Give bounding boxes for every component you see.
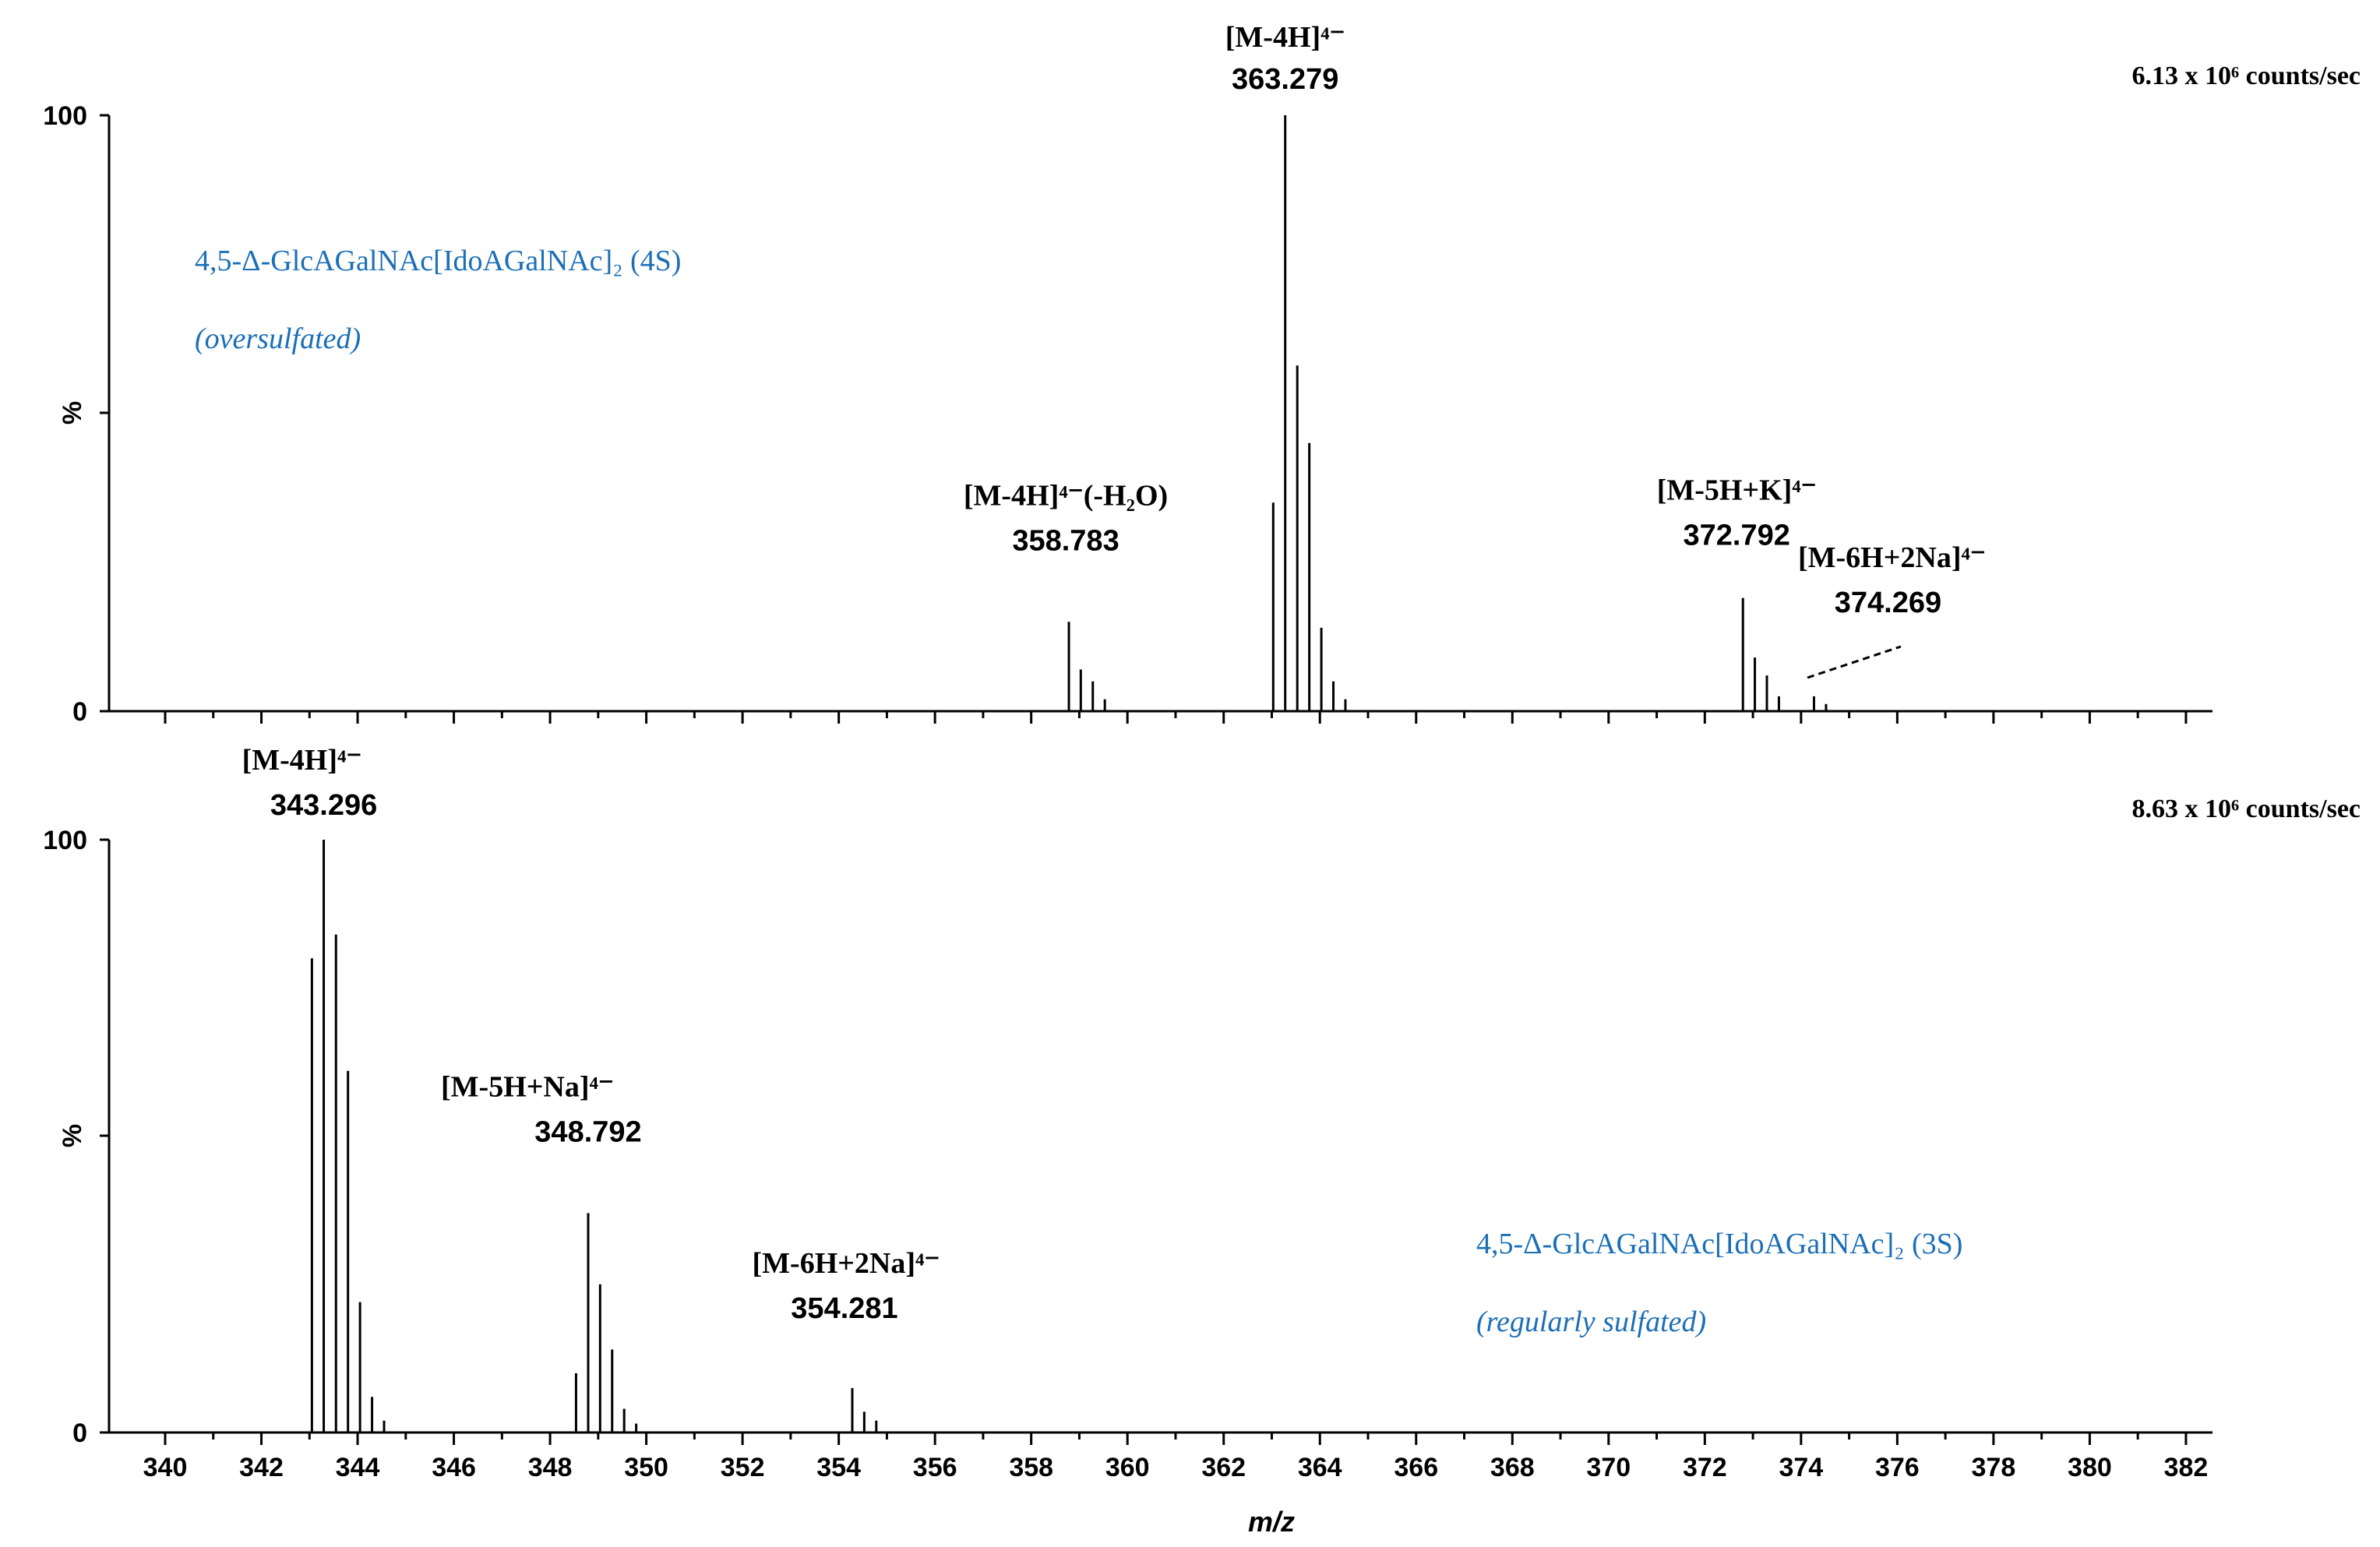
x-tick-label: 368: [1490, 1453, 1535, 1482]
top-y-label-100: 100: [43, 101, 87, 131]
x-axis-title: m/z: [1248, 1506, 1295, 1538]
x-tick-label: 380: [2068, 1453, 2112, 1482]
bottom-intensity-label: 8.63 x 10⁶ counts/sec: [2131, 795, 2361, 823]
peak-ion-label: [M-5H+K]⁴⁻: [1657, 474, 1817, 507]
top-peaks: [1067, 115, 1828, 711]
peak-ion-label: [M-4H]⁴⁻: [242, 744, 362, 777]
peak-mz-label: 372.792: [1684, 520, 1790, 552]
x-tick-label: 352: [721, 1453, 765, 1482]
top-compound-label: 4,5-Δ-GlcAGalNAc[IdoAGalNAc]₂ (4S): [195, 245, 681, 277]
bottom-x-ticks: 340 342 344 346 348 350 352 354 356 358 360 362 364 3…: [143, 1432, 2209, 1482]
bottom-y-axis-label: %: [58, 1124, 87, 1147]
x-tick-label: 356: [913, 1453, 957, 1482]
x-tick-label: 370: [1586, 1453, 1631, 1482]
top-y-label-0: 0: [72, 697, 87, 727]
x-tick-label: 378: [1972, 1453, 2016, 1482]
x-tick-label: 346: [432, 1453, 476, 1482]
peak-mz-label: 374.269: [1835, 587, 1941, 619]
x-tick-label: 372: [1683, 1453, 1727, 1482]
top-intensity-label: 6.13 x 10⁶ counts/sec: [2131, 62, 2361, 90]
x-tick-label: 360: [1105, 1453, 1150, 1482]
peak-ion-label: [M-6H+2Na]⁴⁻: [1798, 541, 1986, 574]
peak-mz-label: 354.281: [791, 1292, 897, 1325]
x-tick-label: 344: [336, 1453, 380, 1482]
x-tick-label: 354: [816, 1453, 861, 1482]
peak-mz-label: 358.783: [1012, 524, 1119, 557]
x-tick-label: 342: [239, 1453, 284, 1482]
x-tick-label: 366: [1394, 1453, 1438, 1482]
bottom-y-label-0: 0: [72, 1418, 87, 1448]
bottom-compound-label: 4,5-Δ-GlcAGalNAc[IdoAGalNAc]₂ (3S): [1476, 1228, 1962, 1260]
x-tick-label: 374: [1779, 1453, 1823, 1482]
top-x-ticks: [164, 711, 2188, 724]
peak-mz-label: 348.792: [534, 1115, 641, 1148]
top-y-axis-label: %: [58, 401, 87, 425]
x-tick-label: 362: [1201, 1453, 1246, 1482]
bottom-spectrum-panel: 100 % 0 8.63 x 10⁶ counts/sec 4,5-Δ-GlcA…: [43, 744, 2361, 1538]
top-sulfation-note: (oversulfated): [195, 322, 361, 355]
x-tick-label: 376: [1875, 1453, 1920, 1482]
bottom-sulfation-note: (regularly sulfated): [1476, 1306, 1706, 1338]
x-tick-label: 358: [1009, 1453, 1053, 1482]
x-tick-label: 348: [528, 1453, 573, 1482]
peak-ion-label: [M-5H+Na]⁴⁻: [441, 1070, 614, 1103]
top-leader-line: [1807, 645, 1902, 679]
peak-ion-label: [M-4H]⁴⁻: [1225, 21, 1345, 54]
peak-ion-label: [M-4H]⁴⁻(-H₂O): [964, 479, 1168, 512]
peak-mz-label: 343.296: [270, 789, 377, 822]
top-spectrum-panel: 100 % 0 6.13 x 10⁶ counts/sec 4,5-Δ-GlcA…: [43, 21, 2361, 727]
peak-ion-label: [M-6H+2Na]⁴⁻: [753, 1247, 940, 1280]
x-tick-label: 350: [624, 1453, 668, 1482]
peak-mz-label: 363.279: [1232, 63, 1338, 96]
x-tick-label: 382: [2164, 1453, 2209, 1482]
x-tick-label: 364: [1298, 1453, 1342, 1482]
bottom-y-label-100: 100: [43, 826, 87, 855]
bottom-peaks: [310, 840, 878, 1432]
bottom-annotations: [M-4H]⁴⁻ 343.296 [M-5H+Na]⁴⁻ 348.792 [M-6H+2…: [242, 744, 940, 1325]
x-tick-label: 340: [143, 1453, 188, 1482]
top-annotations: [M-4H]⁴⁻ 363.279 [M-4H]⁴⁻(-H₂O) 358.783 [M-5…: [964, 21, 1986, 619]
